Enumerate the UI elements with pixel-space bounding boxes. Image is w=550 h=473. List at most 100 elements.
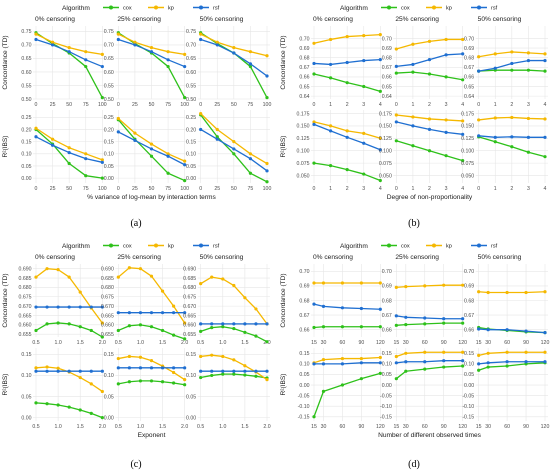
y-tick-label: 0.25 (104, 115, 114, 121)
data-point-cox (166, 171, 170, 175)
y-tick-label: 0.675 (19, 295, 32, 301)
data-point-kp (461, 37, 465, 42)
data-point-cox (78, 325, 82, 329)
data-point-rsf (394, 361, 398, 365)
y-tick-label: 0.64 (299, 94, 309, 100)
data-point-kp (461, 283, 465, 287)
y-tick-label: 0.00 (299, 383, 309, 389)
data-point-cox (394, 71, 398, 75)
y-tick-label: 0.10 (299, 362, 309, 368)
legend-label-cox: cox (123, 6, 132, 12)
data-point-cox (100, 416, 104, 420)
data-point-rsf (199, 322, 203, 326)
y-tick-label: 0.65 (21, 56, 31, 62)
data-point-rsf (199, 127, 203, 132)
x-tick-label: 60 (340, 424, 346, 430)
data-point-rsf (477, 69, 481, 73)
legend-swatch-point-kp (154, 5, 158, 10)
y-tick-label: 0.050 (461, 173, 474, 179)
y-tick-label: 0.70 (186, 43, 196, 49)
data-point-cox (243, 373, 247, 377)
panel-background (33, 348, 106, 421)
panel-r2-c1: -0.15 -0.10 -0.05 0.00 0.05 0.10 0.15 15 30 60 90 1… (298, 348, 385, 430)
x-tick-label: 2.0 (263, 424, 270, 430)
data-point-kp (232, 283, 236, 288)
data-point-kp (362, 34, 366, 38)
data-point-rsf (442, 317, 446, 321)
data-point-rsf (56, 305, 60, 309)
data-point-rsf (45, 369, 49, 373)
y-tick-label: 0.05 (104, 394, 114, 400)
data-point-kp (526, 116, 531, 121)
data-point-kp (486, 290, 490, 295)
y-tick-label: 0.70 (104, 43, 114, 49)
data-point-rsf (248, 62, 253, 66)
legend-swatch-point-rsf (477, 243, 481, 248)
y-tick-label: 0.05 (21, 164, 31, 170)
data-point-rsf (89, 305, 93, 309)
data-point-kp (116, 116, 120, 121)
data-point-kp (442, 283, 446, 287)
x-tick-label: 30 (403, 424, 409, 430)
panel-background (393, 348, 466, 421)
data-point-rsf (404, 360, 408, 364)
data-point-rsf (378, 58, 382, 62)
y-tick-label: 0.15 (21, 352, 31, 358)
data-point-kp (89, 382, 93, 386)
data-point-rsf (442, 359, 446, 363)
data-point-kp (265, 378, 269, 382)
x-tick-label: 1.0 (55, 424, 62, 430)
panel-r2-c2: -0.15 -0.10 -0.05 0.00 0.05 0.10 0.15 15 30 60 90 1… (380, 348, 467, 430)
data-point-cox (67, 322, 71, 326)
y-axis-label: Concordance (TD) (2, 35, 9, 89)
data-point-rsf (394, 64, 398, 68)
data-point-kp (232, 358, 236, 362)
y-tick-label: 0.15 (104, 352, 114, 358)
data-point-kp (378, 136, 382, 140)
y-tick-label: 0.68 (382, 298, 392, 304)
legend-swatch-point-kp (154, 243, 158, 248)
data-point-cox (221, 325, 225, 329)
data-point-cox (461, 364, 465, 368)
data-point-kp (404, 285, 408, 289)
y-tick-label: 0.50 (21, 97, 31, 103)
legend: Algorithm cox kp rsf (62, 243, 220, 250)
panel-r1-c1: 0.655 0.660 0.665 0.670 0.675 0.680 0.685 0.690… (19, 264, 106, 346)
y-tick-label: 0.150 (461, 124, 474, 130)
data-point-kp (254, 307, 258, 311)
data-point-rsf (183, 311, 187, 315)
data-point-rsf (543, 135, 547, 139)
data-point-rsf (461, 132, 465, 136)
legend-label-rsf: rsf (491, 244, 498, 250)
data-point-rsf (543, 58, 547, 63)
x-tick-label: 1 (329, 102, 332, 108)
data-point-cox (232, 372, 236, 376)
x-tick-label: 3 (362, 102, 365, 108)
x-tick-label: 0.5 (115, 340, 122, 346)
y-tick-label: 0.75 (186, 29, 196, 35)
data-point-kp (423, 284, 427, 288)
y-tick-label: 0.175 (461, 111, 474, 117)
legend-label-kp: kp (446, 6, 452, 12)
subfigure-label: (c) (130, 459, 141, 470)
x-tick-label: 1.5 (241, 340, 248, 346)
subfigure-c: Algorithm cox kp rsf 0% censoring 25% censori… (2, 243, 271, 470)
data-point-cox (116, 382, 120, 386)
data-point-cox (461, 78, 465, 82)
data-point-rsf (45, 305, 49, 309)
x-axis-label: Exponent (138, 432, 166, 439)
y-tick-label: 0.670 (19, 304, 32, 310)
data-point-cox (345, 167, 349, 172)
data-point-cox (67, 161, 71, 166)
data-point-kp (505, 350, 509, 354)
data-point-kp (493, 116, 497, 120)
data-point-kp (404, 351, 408, 355)
x-tick-label: 0.5 (197, 340, 204, 346)
data-point-kp (321, 281, 326, 285)
y-tick-label: 0.05 (21, 394, 31, 400)
y-tick-label: 0.66 (299, 328, 309, 334)
data-point-kp (378, 281, 382, 285)
x-tick-label: 2.0 (181, 424, 188, 430)
x-tick-label: 25 (214, 186, 220, 192)
x-tick-label: 15 (311, 340, 317, 346)
